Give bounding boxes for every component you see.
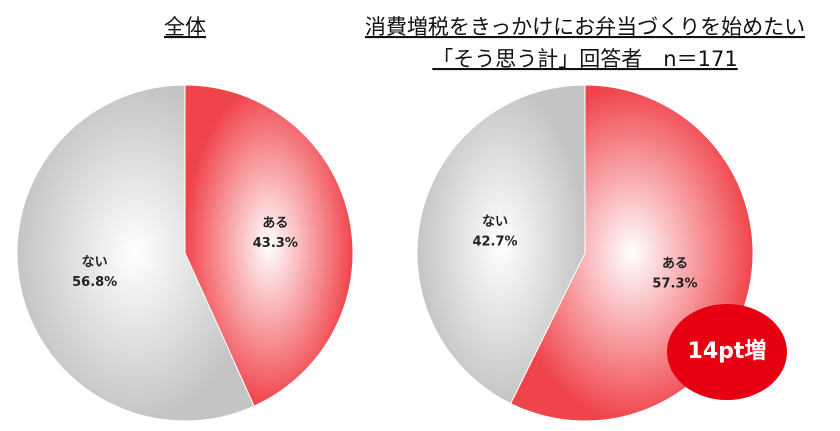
slice-category: ない xyxy=(82,255,108,270)
chart-title: 消費増税をきっかけにお弁当づくりを始めたい xyxy=(365,15,805,39)
chart-title: 全体 xyxy=(164,15,206,39)
slice-value: 56.8% xyxy=(72,275,117,290)
chart-subtitle: 「そう思う計」回答者 n＝171 xyxy=(432,47,737,71)
slice-category: ある xyxy=(662,257,688,272)
slice-value: 57.3% xyxy=(652,277,697,292)
pie-slice xyxy=(16,84,255,422)
badge xyxy=(667,304,787,400)
pie-slice xyxy=(184,84,354,407)
slice-value: 42.7% xyxy=(472,234,517,249)
pie-slice xyxy=(416,84,586,405)
slice-category: ある xyxy=(262,216,288,231)
annotation: 14pt増 xyxy=(688,338,767,364)
slice-value: 43.3% xyxy=(253,236,298,251)
slice-category: ない xyxy=(482,214,508,229)
